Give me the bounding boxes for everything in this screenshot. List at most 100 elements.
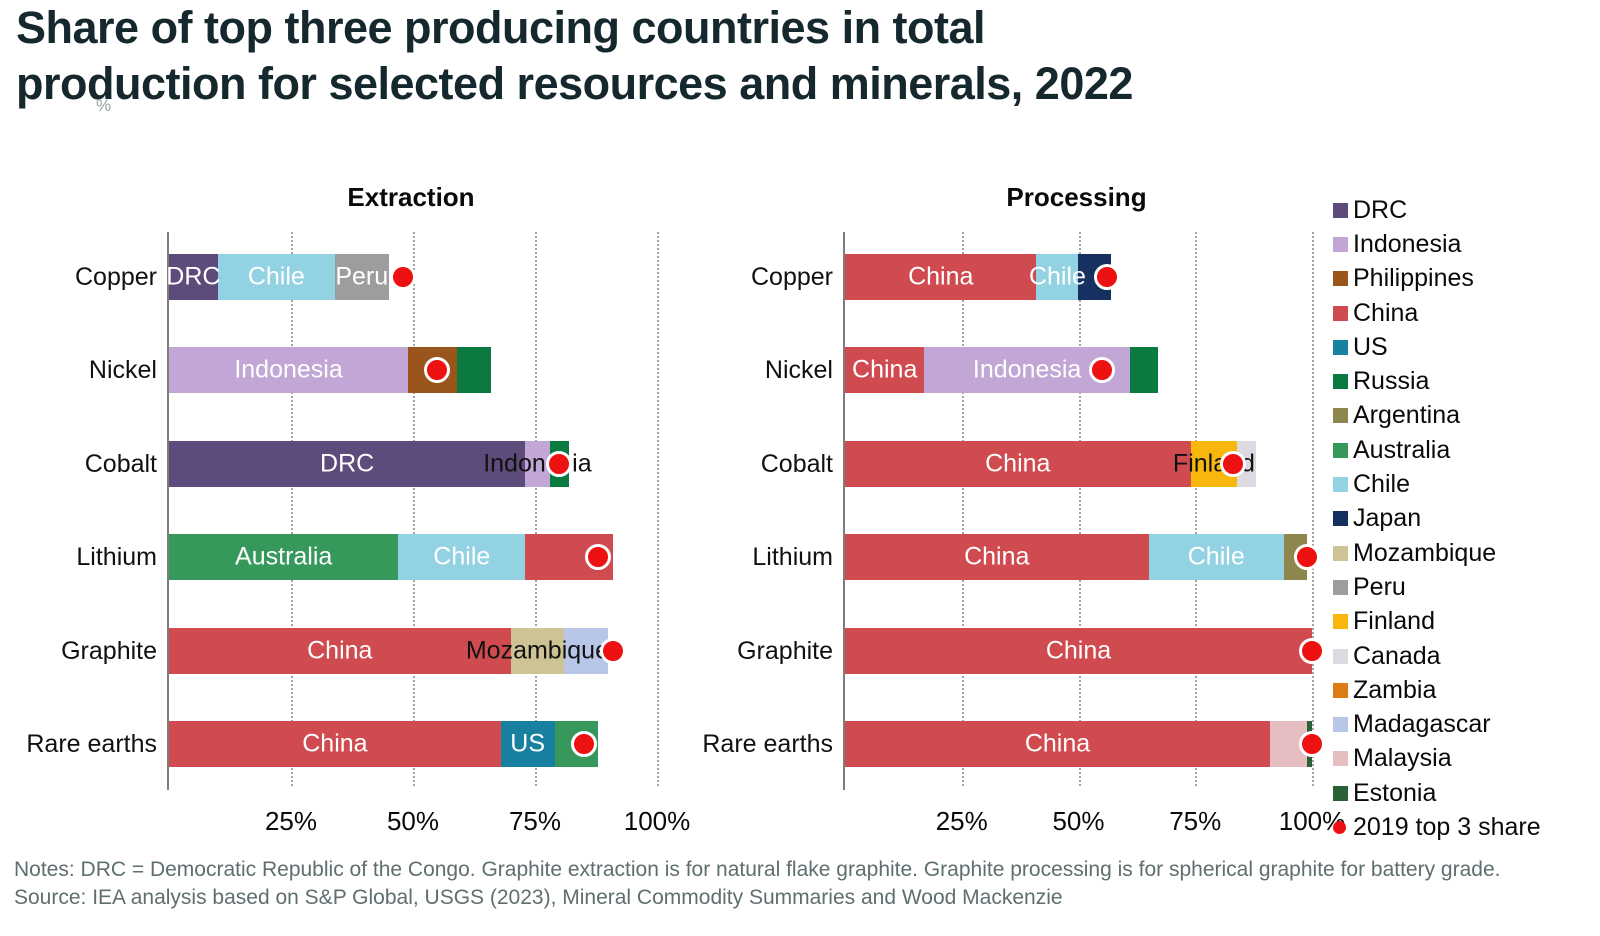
bar-processing-graphite: China <box>845 627 1312 674</box>
row-label-rare-earths: Rare earths <box>26 730 157 758</box>
bar-segment-label: China <box>964 542 1030 571</box>
x-tick-label: 25% <box>264 806 318 836</box>
x-tick-label: 50% <box>1052 806 1105 836</box>
gridline-25 <box>961 232 964 786</box>
row-label-graphite: Graphite <box>61 636 157 665</box>
dot-2019-top3-share <box>546 450 573 477</box>
bar-segment-chile: Chile <box>217 254 335 300</box>
legend-item-argentina: Argentina <box>1333 399 1541 433</box>
legend-label: Finland <box>1353 607 1435 636</box>
legend-item-philippines: Philippines <box>1333 262 1541 296</box>
bar-segment-chile: Chile <box>1029 254 1086 300</box>
legend-label: Zambia <box>1353 675 1437 704</box>
bar-segment-label: Indonesia <box>483 449 592 478</box>
legend-swatch-icon <box>1333 751 1348 767</box>
legend-label: Russia <box>1353 367 1430 396</box>
plot-extraction: 25% 50% 75% 100% Copper DRC Chile Peru Nickel Ind… <box>26 232 690 836</box>
bar-extraction-copper: DRC Chile Peru <box>166 254 657 300</box>
legend-item-zambia: Zambia <box>1333 673 1541 707</box>
x-tick-label: 25% <box>935 806 988 836</box>
bar-segment-china: China <box>169 721 501 767</box>
panel-title-processing: Processing <box>1006 182 1147 212</box>
legend-swatch-icon <box>1333 648 1348 664</box>
legend-label: DRC <box>1353 195 1408 224</box>
legend-label: Estonia <box>1353 778 1437 807</box>
bar-segment-indonesia: Indonesia <box>483 440 592 487</box>
legend-item-finland: Finland <box>1333 605 1541 639</box>
dot-2019-top3-share <box>1299 637 1325 664</box>
legend-swatch-icon <box>1333 579 1348 595</box>
bar-segment-china: China <box>169 627 511 674</box>
legend-label: Peru <box>1353 572 1406 601</box>
dot-2019-top3-share <box>1093 264 1120 290</box>
dot-2019-top3-share <box>390 264 417 290</box>
legend-swatch-icon <box>1333 202 1348 218</box>
dot-2019-top3-share <box>1294 544 1321 571</box>
bar-segment-russia <box>456 347 492 394</box>
legend-swatch-icon <box>1333 785 1348 801</box>
bar-extraction-nickel: Indonesia <box>169 347 657 394</box>
dot-2019-top3-share <box>1299 731 1325 757</box>
row-label-copper: Copper <box>75 263 157 291</box>
legend-swatch-icon <box>1333 545 1348 561</box>
row-label-nickel: Nickel <box>88 356 157 385</box>
bar-segment-china: China <box>845 534 1149 581</box>
legend-item-us: US <box>1333 330 1541 364</box>
legend-item-canada: Canada <box>1333 639 1541 673</box>
dot-2019-top3-share <box>585 544 612 571</box>
legend-label: Chile <box>1353 470 1410 499</box>
bar-segment-china: China <box>845 347 925 394</box>
legend-label: Philippines <box>1353 264 1474 293</box>
legend-label: US <box>1353 332 1388 361</box>
bar-segment-china: China <box>845 440 1191 487</box>
legend-item-japan: Japan <box>1333 502 1541 536</box>
panel-title-extraction: Extraction <box>347 182 475 212</box>
legend-label: Australia <box>1353 435 1451 464</box>
bar-processing-copper: China Chile <box>845 254 1312 300</box>
bar-segment-label: China <box>1024 729 1091 758</box>
legend-item-madagascar: Madagascar <box>1333 707 1541 741</box>
bar-segment-label: Peru <box>335 262 389 291</box>
bar-segment-label: Australia <box>235 542 333 571</box>
bar-segment-label: China <box>908 262 974 291</box>
row-label-cobalt: Cobalt <box>760 449 833 478</box>
bar-segment-label: Chile <box>247 262 305 291</box>
legend-item-malaysia: Malaysia <box>1333 742 1541 776</box>
bar-segment-china: China <box>845 627 1312 674</box>
bar-segment-label: Chile <box>433 542 491 571</box>
source-line: Source: IEA analysis based on S&P Global… <box>14 885 1063 909</box>
bar-segment-label: Chile <box>1028 262 1086 291</box>
legend-swatch-icon <box>1333 271 1348 287</box>
legend-label: Canada <box>1353 641 1441 670</box>
bar-extraction-lithium: Australia Chile <box>169 534 657 581</box>
gridline-75 <box>535 232 537 786</box>
bar-segment-label: Indonesia <box>234 355 343 384</box>
plot-processing: 25% 50% 75% 100% Copper China Chile Nickel China… <box>702 232 1345 836</box>
row-label-graphite: Graphite <box>737 636 833 665</box>
bar-segment-label: China <box>852 355 918 384</box>
bar-segment-label: China <box>1045 636 1112 665</box>
gridline-50 <box>413 232 415 786</box>
bar-segment-indonesia: Indonesia <box>169 347 409 394</box>
row-label-lithium: Lithium <box>76 543 157 572</box>
bar-segment-peru: Peru <box>334 254 389 300</box>
dot-2019-top3-share <box>1219 450 1246 477</box>
bar-extraction-graphite: China Mozambique <box>169 627 657 674</box>
bar-segment-label: US <box>510 729 546 758</box>
row-label-copper: Copper <box>751 263 833 291</box>
bar-segment-label: Chile <box>1187 542 1245 571</box>
x-tick-label: 50% <box>386 806 440 836</box>
legend-item-estonia: Estonia <box>1333 776 1541 810</box>
row-label-cobalt: Cobalt <box>84 449 157 478</box>
bar-processing-lithium: China Chile <box>845 534 1312 581</box>
x-tick-label: 75% <box>1169 806 1222 836</box>
legend-swatch-icon <box>1333 511 1348 527</box>
gridline-75 <box>1195 232 1198 786</box>
bar-segment-label: DRC <box>320 449 375 478</box>
bar-segment-drc: DRC <box>169 440 526 487</box>
bar-segment-chile: Chile <box>1148 534 1284 581</box>
row-label-rare-earths: Rare earths <box>702 730 833 758</box>
bar-segment-chile: Chile <box>398 534 526 581</box>
bar-segment-australia: Australia <box>169 534 399 581</box>
bar-segment-label: China <box>985 449 1051 478</box>
